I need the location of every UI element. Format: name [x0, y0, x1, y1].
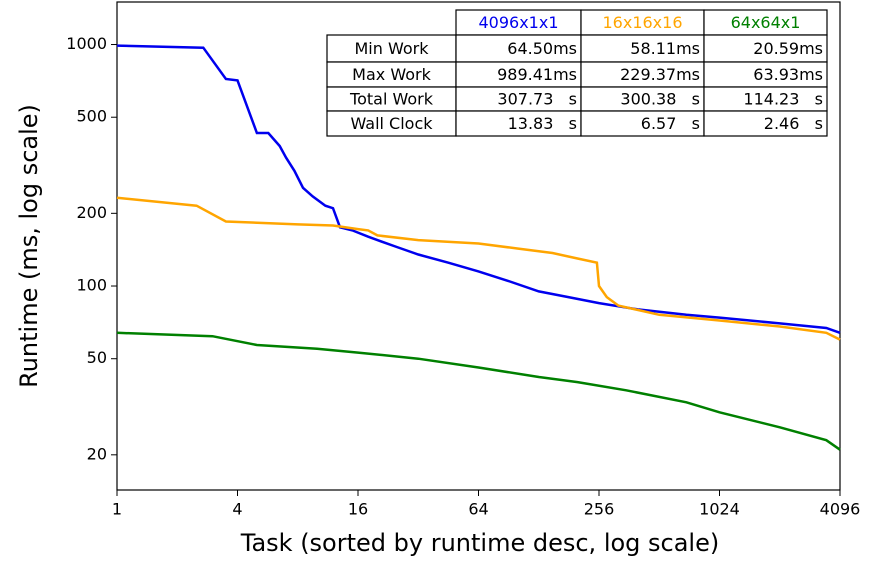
table-cell — [703, 110, 828, 137]
y-tick-label: 50 — [87, 348, 107, 367]
y-tick-label: 100 — [76, 276, 107, 295]
table-cell-text: 2.46 s — [764, 114, 823, 133]
x-tick-label: 256 — [584, 500, 615, 519]
table-cell-text: 6.57 s — [641, 114, 700, 133]
table-cell — [326, 110, 457, 137]
x-tick-label: 16 — [348, 500, 368, 519]
x-tick-label: 1024 — [699, 500, 740, 519]
table-cell-text: 58.11ms — [630, 39, 700, 58]
table-row-label: Total Work — [349, 90, 434, 109]
x-tick-label: 4096 — [820, 500, 861, 519]
table-cell — [703, 9, 828, 36]
y-axis-label: Runtime (ms, log scale) — [15, 104, 43, 388]
table-cell — [326, 61, 457, 88]
table-cell-text: 64.50ms — [507, 39, 577, 58]
table-cell-text: 13.83 s — [508, 114, 577, 133]
table-cell-text: 307.73 s — [497, 90, 577, 109]
table-cell — [455, 9, 582, 36]
table-header: 16x16x16 — [602, 13, 682, 32]
series-line — [116, 331, 841, 451]
y-tick-label: 1000 — [66, 34, 107, 53]
table-row-label: Max Work — [352, 65, 431, 84]
table-cell-text: 300.38 s — [620, 90, 700, 109]
table-cell — [455, 61, 582, 88]
table-cell-text: 20.59ms — [753, 39, 823, 58]
table-cell — [455, 110, 582, 137]
table-header: 4096x1x1 — [478, 13, 558, 32]
table-cell-text: 229.37ms — [620, 65, 700, 84]
table-cell — [703, 61, 828, 88]
table-cell — [703, 86, 828, 112]
table-row-label: Wall Clock — [350, 114, 433, 133]
table-header: 64x64x1 — [731, 13, 801, 32]
table-row-label: Min Work — [355, 39, 430, 58]
table-cell-text: 114.23 s — [743, 90, 823, 109]
table-cell-text: 989.41ms — [497, 65, 577, 84]
table-cell — [580, 34, 705, 63]
y-tick-label: 200 — [76, 203, 107, 222]
x-tick-label: 1 — [112, 500, 122, 519]
x-tick-label: 64 — [468, 500, 488, 519]
x-tick-label: 4 — [232, 500, 242, 519]
series-line — [116, 196, 841, 341]
table-cell-text: 63.93ms — [753, 65, 823, 84]
x-axis-label: Task (sorted by runtime desc, log scale) — [240, 529, 719, 557]
y-tick-label: 500 — [76, 107, 107, 126]
y-tick-label: 20 — [87, 444, 107, 463]
